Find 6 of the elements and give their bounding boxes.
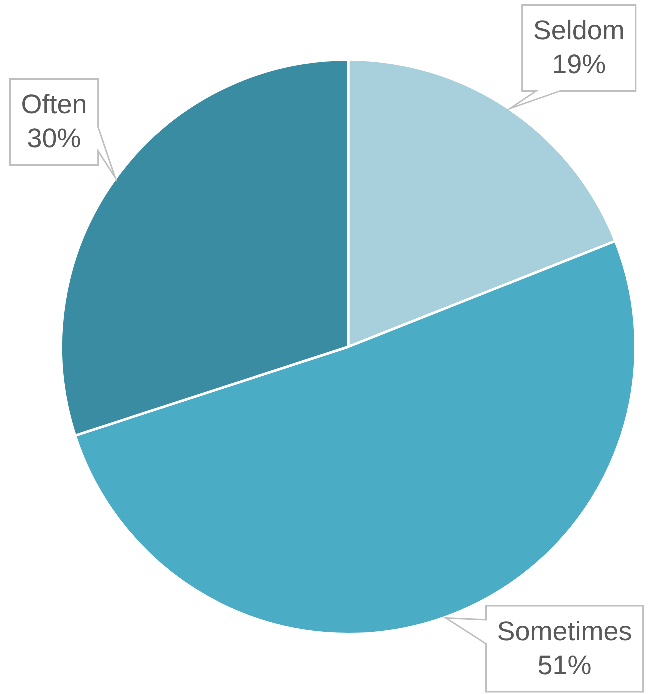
data-label: 30% — [27, 124, 82, 154]
slice-label: Seldom — [533, 16, 625, 46]
data-label: 51% — [538, 650, 592, 680]
slice-label: Often — [21, 90, 88, 120]
slice-label: Sometimes — [497, 616, 632, 646]
data-label: 19% — [552, 50, 606, 80]
